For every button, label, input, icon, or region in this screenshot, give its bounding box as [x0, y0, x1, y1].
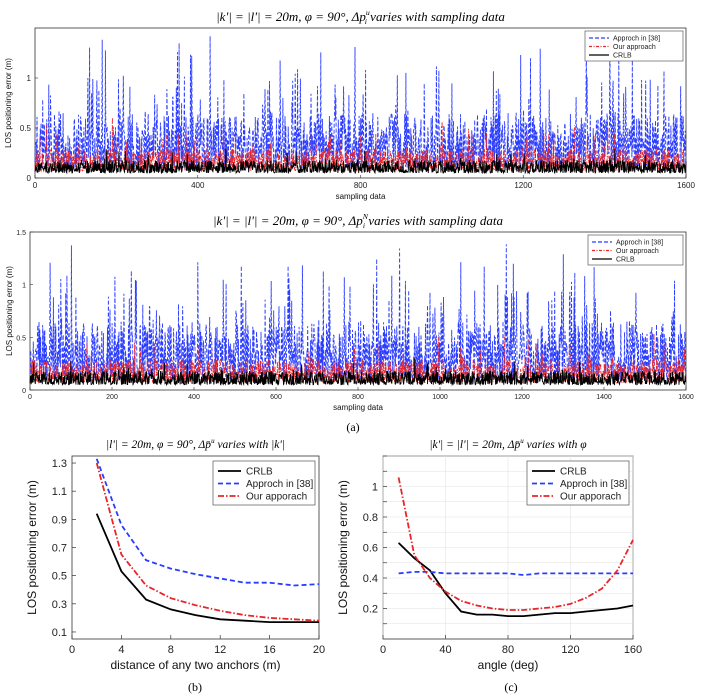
x-tick-label: 16: [263, 644, 275, 656]
series-crlb-trace: [34, 148, 687, 175]
chart-b-distance: 0 4 8 12 16 20 0.1 0.3 0.5 0.7 0.9 1.1 1.3 distance o…: [25, 437, 325, 672]
x-tick-label: 800: [352, 394, 364, 401]
caption-a: (a): [346, 420, 359, 434]
series-our-apporach-line: [397, 477, 634, 611]
caption-c: (c): [504, 680, 517, 694]
x-tick-label: 0: [380, 644, 386, 656]
x-tick-label: 40: [439, 644, 451, 656]
chart-top-sampling: 0 400 800 1200 1600 0 0.5 1 sampling data LOS pos…: [4, 8, 695, 201]
series-approch-in-38--line: [398, 571, 633, 576]
chart-c-angle: 0 40 80 120 160 0.2 0.4 0.6 0.8 1 angle (deg) LOS p…: [336, 437, 642, 672]
series-approach38-trace: [34, 31, 687, 170]
x-tick-label: 400: [191, 181, 205, 190]
y-tick-label: 0.8: [363, 512, 378, 524]
x-tick-label: 600: [270, 394, 282, 401]
y-tick-label: 1.3: [52, 458, 67, 470]
legend-label: Our apporach: [246, 492, 307, 503]
series-our-apporach-line: [95, 462, 320, 622]
y-tick-label: 0.9: [52, 514, 67, 526]
x-tick-label: 1000: [432, 394, 448, 401]
x-tick-label: 1400: [596, 394, 612, 401]
y-tick-label: 1.5: [16, 230, 26, 237]
x-tick-label: 1200: [514, 394, 530, 401]
series-crlb-line: [95, 513, 319, 623]
legend-label: CRLB: [616, 257, 635, 264]
legend-label: CRLB: [613, 53, 632, 60]
y-tick-label: 0: [22, 388, 26, 395]
x-axis-label: sampling data: [336, 192, 386, 201]
x-tick-label: 400: [188, 394, 200, 401]
y-tick-label: 0.2: [363, 604, 378, 616]
y-axis-label: LOS positioning error (m): [4, 58, 13, 148]
caption-b: (b): [188, 680, 202, 694]
series-crlb-trace: [29, 357, 687, 387]
series-crlb-line: [397, 542, 634, 617]
y-tick-label: 0.7: [52, 543, 67, 555]
y-tick-label: 0.6: [363, 543, 378, 555]
y-axis-label: LOS positioning error (m): [336, 480, 350, 615]
x-tick-label: 20: [313, 644, 325, 656]
chart-title: |k'| = |l'| = 20m, φ = 90°, ΔpN i varies …: [213, 212, 504, 230]
x-tick-label: 200: [106, 394, 118, 401]
y-tick-label: 0.5: [16, 335, 26, 342]
y-tick-label: 1: [22, 283, 26, 290]
x-axis-label: angle (deg): [478, 658, 539, 672]
x-tick-label: 4: [118, 644, 124, 656]
x-tick-label: 120: [561, 644, 579, 656]
x-tick-label: 0: [33, 181, 38, 190]
x-tick-label: 1600: [678, 394, 694, 401]
y-tick-label: 0: [27, 174, 32, 183]
y-tick-label: 0.5: [20, 124, 32, 133]
legend-label: CRLB: [560, 467, 587, 478]
chart-title: |k'| = |l'| = 20m, φ = 90°, Δpu i varies …: [216, 8, 505, 26]
x-tick-label: 0: [28, 394, 32, 401]
chart-title: |k'| = |l'| = 20m, Δp̄u varies with φ: [429, 437, 587, 451]
legend-label: Approch in [38]: [246, 479, 313, 490]
x-tick-label: 1600: [677, 181, 695, 190]
y-tick-label: 0.3: [52, 599, 67, 611]
legend-label: Our approach: [616, 248, 659, 255]
legend-label: Our approach: [613, 44, 656, 51]
y-axis-label: LOS positioning error (m): [5, 266, 14, 356]
chart-title: |l'| = 20m, φ = 90°, Δp̄u varies with |k…: [106, 437, 285, 451]
x-tick-label: 800: [354, 181, 368, 190]
x-axis-label: distance of any two anchors (m): [110, 658, 280, 672]
x-tick-label: 0: [69, 644, 75, 656]
y-tick-label: 0.4: [363, 573, 378, 585]
series-approch-in-38--line: [95, 458, 320, 587]
x-tick-label: 160: [624, 644, 642, 656]
legend-label: Approch in [38]: [613, 36, 660, 43]
y-tick-label: 1.1: [52, 486, 67, 498]
x-tick-label: 12: [214, 644, 226, 656]
legend-label: Our apporach: [560, 492, 621, 503]
chart-middle-sampling: 0 200 400 600 800 1000 1200 1400 1600 0 0.5 1 1.5 sam…: [5, 212, 694, 412]
legend-label: Approch in [38]: [616, 240, 663, 247]
y-tick-label: 1: [372, 482, 378, 494]
y-axis-label: LOS positioning error (m): [25, 480, 39, 615]
y-tick-label: 1: [27, 74, 32, 83]
legend-label: CRLB: [246, 467, 273, 478]
x-tick-label: 8: [168, 644, 174, 656]
legend-label: Approch in [38]: [560, 479, 627, 490]
x-axis-label: sampling data: [333, 403, 383, 412]
x-tick-label: 80: [502, 644, 514, 656]
x-tick-label: 1200: [514, 181, 532, 190]
y-tick-label: 0.5: [52, 571, 67, 583]
y-tick-label: 0.1: [52, 627, 67, 639]
